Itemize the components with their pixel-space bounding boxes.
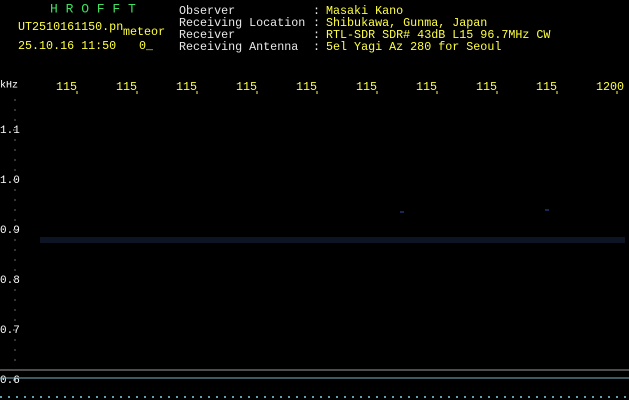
x-axis-label: 115 (476, 80, 497, 94)
info-separator: : (313, 16, 320, 30)
axes: kHz 115 115 115 115 115 115 115 115 115 1200 1.1 1.0… (0, 80, 624, 387)
info-label: Receiving Antenna (179, 40, 298, 54)
info-value: Masaki Kano (326, 4, 403, 18)
x-axis-label: 115 (416, 80, 437, 94)
x-axis-label: 115 (56, 80, 77, 94)
y-axis-label: 0.7 (0, 325, 20, 337)
x-axis-label: 115 (536, 80, 557, 94)
info-separator: : (313, 4, 320, 18)
info-label: Receiving Location (179, 16, 305, 30)
info-value: Shibukawa, Gunma, Japan (326, 16, 487, 30)
datetime: 25.10.16 11:50 (18, 39, 116, 53)
file-name: UT2510161150.pn (18, 20, 123, 34)
info-block: Observer: Masaki Kano Receiving Location: S… (179, 4, 551, 54)
x-axis-label: 115 (116, 80, 137, 94)
info-label: Receiver (179, 28, 235, 42)
x-axis-label: 115 (296, 80, 317, 94)
status: 0_ (139, 39, 154, 53)
app-title: H R O F F T (50, 1, 136, 16)
info-value: 5el Yagi Az 280 for Seoul (326, 40, 501, 54)
info-value: RTL-SDR SDR# 43dB L15 96.7MHz CW (326, 28, 551, 42)
y-axis-label: 1.1 (0, 125, 20, 137)
mode: meteor (123, 25, 165, 39)
x-axis-label: 115 (176, 80, 197, 94)
y-axis-label: 0.8 (0, 275, 20, 287)
y-axis-label: 0.6 (0, 375, 20, 387)
y-axis-label: 1.0 (0, 175, 20, 187)
info-separator: : (313, 28, 320, 42)
x-axis-label: 1200 (596, 80, 624, 94)
axis-unit: kHz (0, 80, 18, 92)
y-axis-label: 0.9 (0, 225, 20, 237)
x-axis-label: 115 (236, 80, 257, 94)
info-label: Observer (179, 4, 235, 18)
spectrogram (40, 209, 625, 243)
x-axis-label: 115 (356, 80, 377, 94)
info-separator: : (313, 40, 320, 54)
